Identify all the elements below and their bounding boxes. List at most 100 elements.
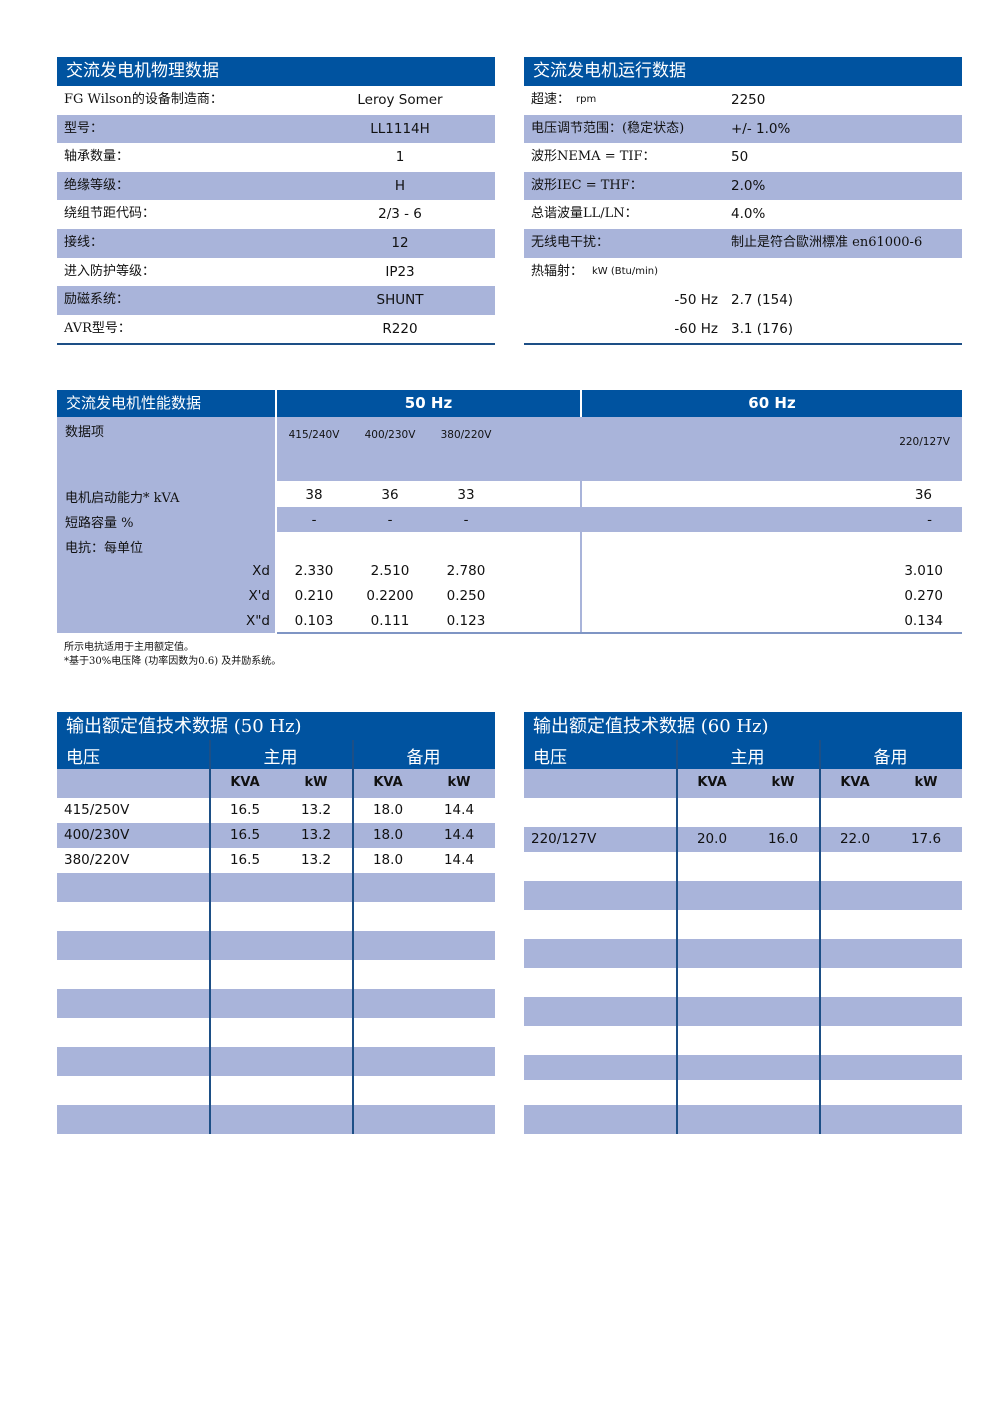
value-cell: 17.6 — [910, 831, 942, 847]
row-label: 接线： — [64, 235, 104, 250]
voltage-cell: 220/127V — [531, 831, 597, 847]
subheader-label: KVA — [230, 775, 260, 790]
col-voltage: 电压 — [533, 748, 567, 768]
value-cell: 16.5 — [229, 827, 261, 843]
subheader-row — [524, 769, 962, 798]
row-unit: kW (Btu/min) — [592, 265, 659, 277]
col-standby: 备用 — [406, 748, 441, 768]
table-row: -50 Hz 2.7 (154) — [524, 286, 962, 315]
header-60hz: 60 Hz — [582, 390, 962, 417]
row-value: LL1114H — [370, 120, 430, 137]
row-label: -60 Hz — [674, 320, 718, 337]
row-label: 电机启动能力* kVA — [65, 491, 180, 506]
row-value: Leroy Somer — [357, 92, 443, 108]
value-50hz: 0.2200 — [366, 588, 414, 604]
row-value: 4.0% — [731, 206, 766, 223]
value-50hz: 38 — [305, 487, 323, 503]
table-row — [524, 1055, 962, 1080]
row-value: 2250 — [731, 92, 766, 108]
col-prime: 主用 — [730, 748, 765, 768]
row-label: 绝缘等级： — [64, 177, 130, 193]
row-value: 2.0% — [731, 177, 766, 194]
row-label: 总谐波量LL/LN： — [531, 206, 638, 222]
column-divider — [676, 740, 678, 1134]
value-60hz: 3.010 — [904, 563, 943, 579]
value-50hz: 0.111 — [370, 613, 410, 629]
table-row: 接线： 12 — [57, 229, 495, 258]
performance-label-column — [57, 417, 275, 633]
row-label: 短路容量 % — [65, 516, 134, 531]
value-50hz: 2.780 — [446, 563, 486, 579]
row-label: 超速： — [531, 92, 571, 107]
table-row — [57, 823, 495, 848]
value-50hz: - — [387, 512, 393, 528]
table-row: 励磁系统： SHUNT — [57, 286, 495, 315]
value-60hz: 36 — [914, 487, 932, 503]
reactance-label: X"d — [245, 613, 270, 629]
divider — [277, 632, 962, 634]
row-label: 励磁系统： — [64, 292, 130, 308]
value-50hz: 2.510 — [370, 563, 410, 579]
value-cell: 13.2 — [300, 802, 332, 818]
row-label: 热辐射： — [531, 263, 584, 279]
value-cell: 18.0 — [372, 827, 404, 843]
header-50hz: 50 Hz — [277, 390, 580, 417]
voltage-cell: 400/230V — [64, 827, 130, 843]
value-50hz: 0.123 — [446, 613, 486, 629]
value-cell: 18.0 — [372, 852, 404, 868]
table-row: 绕组节距代码： 2/3 - 6 — [57, 200, 495, 229]
value-60hz: 0.134 — [904, 613, 943, 629]
subheader-label: kW — [447, 775, 471, 790]
column-divider — [209, 740, 211, 1134]
table-row: 波形NEMA = TIF： 50 — [524, 143, 962, 172]
value-cell: 13.2 — [300, 852, 332, 868]
subheader-label: KVA — [373, 775, 403, 790]
value-50hz: 2.330 — [294, 563, 334, 579]
column-divider — [352, 740, 354, 1134]
row-label: 绕组节距代码： — [64, 206, 156, 222]
reactance-label: Xd — [252, 563, 270, 579]
table-row: 超速： rpm 2250 — [524, 86, 962, 115]
row-value: 12 — [391, 235, 409, 251]
value-50hz: 33 — [457, 487, 475, 503]
row-value: R220 — [382, 320, 418, 337]
value-50hz: - — [311, 512, 317, 528]
data-item-label: 数据项 — [65, 425, 105, 440]
value-cell: 22.0 — [839, 831, 871, 847]
row-unit: rpm — [576, 94, 597, 105]
table-row: 热辐射： kW (Btu/min) — [524, 258, 962, 287]
row-value: +/- 1.0% — [731, 120, 791, 137]
shaded-row — [277, 507, 962, 532]
voltage-cell: 380/220V — [64, 852, 130, 868]
table-row: 轴承数量： 1 — [57, 143, 495, 172]
voltage-50hz: 400/230V — [364, 429, 416, 441]
value-50hz: 0.103 — [294, 613, 334, 629]
value-50hz: - — [463, 512, 469, 528]
value-cell: 14.4 — [443, 827, 475, 843]
value-cell: 16.5 — [229, 852, 261, 868]
value-50hz: 0.210 — [294, 588, 334, 604]
value-cell: 16.5 — [229, 802, 261, 818]
subheader-label: kW — [914, 775, 938, 790]
output-title: 输出额定值技术数据 (60 Hz) — [524, 712, 962, 741]
output-header-row — [524, 740, 962, 769]
row-label: 型号： — [64, 120, 104, 136]
row-value: 2.7 (154) — [731, 292, 794, 309]
subheader-label: KVA — [697, 775, 727, 790]
note: 所示电抗适用于主用额定值。 — [64, 642, 194, 653]
table-row: 进入防护等级： IP23 — [57, 258, 495, 287]
voltage-header-50 — [277, 417, 580, 481]
row-value: 50 — [731, 149, 749, 166]
row-label: AVR型号： — [64, 320, 131, 336]
subheader-label: kW — [771, 775, 795, 790]
row-label: 轴承数量： — [64, 149, 130, 165]
output-header-row — [57, 740, 495, 769]
table-row — [524, 1105, 962, 1134]
value-cell: 13.2 — [300, 827, 332, 843]
divider — [57, 343, 495, 345]
row-value: 1 — [395, 149, 405, 166]
row-value: H — [394, 177, 406, 194]
table-row: 总谐波量LL/LN： 4.0% — [524, 200, 962, 229]
subheader-label: KVA — [840, 775, 870, 790]
col-voltage: 电压 — [66, 748, 100, 768]
